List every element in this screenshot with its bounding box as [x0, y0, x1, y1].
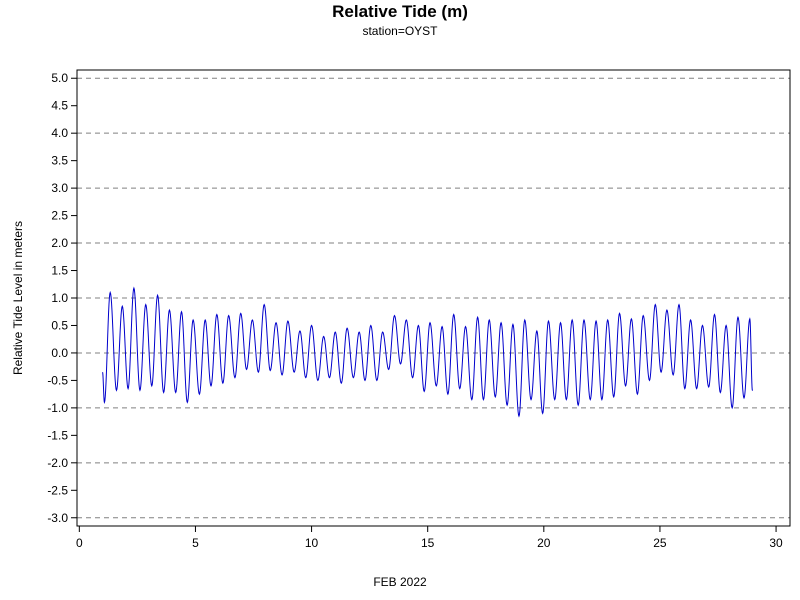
y-tick-label: -2.0 — [47, 456, 68, 470]
chart-subtitle: station=OYST — [362, 24, 438, 38]
series-layer — [102, 286, 753, 418]
y-tick-label: -3.0 — [47, 511, 68, 525]
x-tick-label: 5 — [192, 536, 199, 550]
y-tick-label: 0.0 — [51, 346, 68, 360]
y-tick-label: -1.0 — [47, 401, 68, 415]
y-tick-label: 2.5 — [51, 209, 68, 223]
x-axis-label: FEB 2022 — [373, 575, 427, 589]
x-tick-label: 30 — [769, 536, 783, 550]
x-tick-label: 15 — [421, 536, 435, 550]
x-tick-label: 10 — [305, 536, 319, 550]
y-tick-label: 3.5 — [51, 154, 68, 168]
y-tick-label: 3.0 — [51, 181, 68, 195]
x-axis: 0 5 10 15 20 25 30 — [76, 526, 783, 550]
tide-series-line — [102, 286, 753, 418]
x-tick-label: 25 — [653, 536, 667, 550]
y-tick-label: -2.5 — [47, 483, 68, 497]
y-tick-label: 1.0 — [51, 291, 68, 305]
y-tick-label: 1.5 — [51, 264, 68, 278]
y-tick-label: -0.5 — [47, 373, 68, 387]
gridlines — [77, 77, 790, 519]
y-axis: 5.0 4.5 4.0 3.5 3.0 2.5 2.0 1.5 1.0 0.5 0.0 -0.5 -1.… — [47, 71, 77, 525]
chart-title: Relative Tide (m) — [332, 2, 468, 21]
y-axis-label: Relative Tide Level in meters — [11, 221, 25, 375]
y-tick-label: 5.0 — [51, 71, 68, 85]
y-tick-label: 2.0 — [51, 236, 68, 250]
x-tick-label: 0 — [76, 536, 83, 550]
y-tick-label: -1.5 — [47, 428, 68, 442]
y-tick-label: 4.0 — [51, 126, 68, 140]
x-tick-label: 20 — [537, 536, 551, 550]
y-tick-label: 4.5 — [51, 99, 68, 113]
y-tick-label: 0.5 — [51, 318, 68, 332]
